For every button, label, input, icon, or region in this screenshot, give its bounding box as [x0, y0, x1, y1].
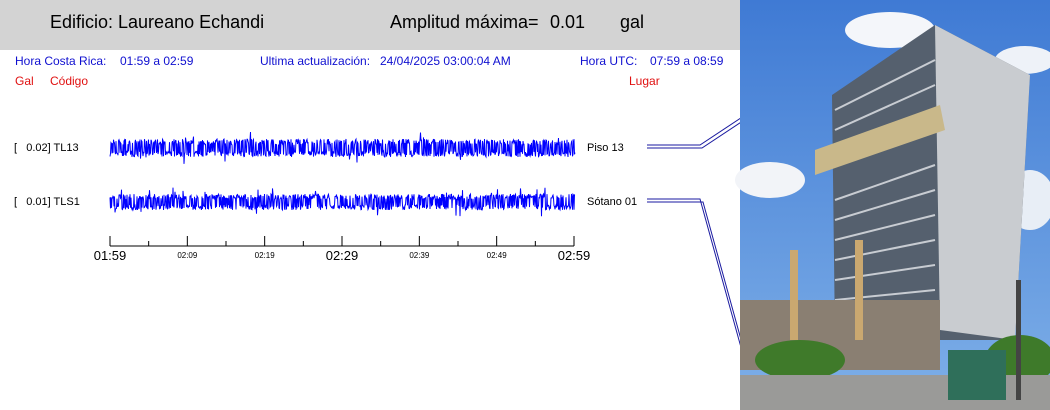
- update-label: Ultima actualización:: [260, 54, 371, 68]
- trace-waveform-tls1: [109, 187, 576, 217]
- local-time-label: Hora Costa Rica:: [15, 54, 107, 68]
- trace-place-tl13: Piso 13: [587, 142, 624, 154]
- max-amplitude-label: Amplitud máxima=: [390, 12, 539, 32]
- column-gal: Gal: [15, 74, 34, 88]
- axis-tick-label: 02:59: [557, 248, 591, 263]
- trace-waveform-tl13: [109, 131, 576, 164]
- axis-tick-label: 02:49: [486, 251, 507, 260]
- axis-tick-label: 02:09: [177, 251, 198, 260]
- max-amplitude-unit: gal: [620, 12, 645, 32]
- axis-tick-label: 01:59: [93, 248, 127, 263]
- utc-label: Hora UTC:: [580, 54, 638, 68]
- axis-tick-label: 02:19: [254, 251, 275, 260]
- max-amplitude-value: 0.01: [550, 12, 586, 32]
- time-axis-ticks: [109, 236, 575, 246]
- update-value: 24/04/2025 03:00:04 AM: [380, 54, 511, 68]
- utc-range: 07:59 a 08:59: [650, 54, 724, 68]
- trace-place-tls1: Sótano 01: [587, 196, 638, 208]
- column-place: Lugar: [629, 74, 660, 88]
- trace-label-tl13: [ 0.02] TL13: [14, 142, 79, 154]
- axis-tick-label: 02:39: [409, 251, 430, 260]
- axis-tick-label: 02:29: [325, 248, 359, 263]
- local-time-range: 01:59 a 02:59: [120, 54, 194, 68]
- column-code: Código: [50, 74, 89, 88]
- building-title: Edificio: Laureano Echandi: [50, 12, 265, 32]
- building-photo: [735, 0, 1050, 410]
- trace-label-tls1: [ 0.01] TLS1: [14, 196, 80, 208]
- header-bar: Edificio: Laureano Echandi Amplitud máxi…: [0, 0, 740, 50]
